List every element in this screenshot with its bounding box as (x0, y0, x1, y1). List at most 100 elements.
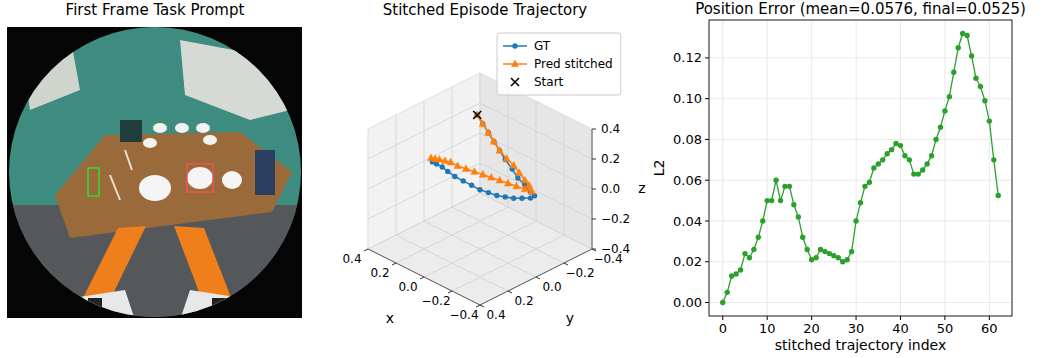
axis-line (368, 249, 480, 305)
trajectory-point (488, 174, 495, 181)
tick (811, 316, 812, 320)
wall-pane (368, 73, 480, 249)
error-point (982, 98, 987, 103)
plate (139, 175, 171, 201)
plot-area (709, 20, 1012, 316)
gripper-finger (174, 226, 232, 300)
trajectory-point (496, 147, 503, 154)
trajectory-point (452, 174, 457, 179)
tick-label: 0.2 (601, 152, 620, 166)
grid-line (709, 261, 1012, 262)
grid-line (452, 207, 564, 263)
error-point (871, 165, 876, 170)
error-point (907, 157, 912, 162)
axes: 0.40.20.0−0.2−0.40.40.20.0−0.2−0.40.40.2… (342, 122, 645, 326)
trajectory-point (503, 194, 508, 199)
error-point (880, 157, 885, 162)
grid-line (856, 20, 857, 316)
trajectory-point (471, 168, 478, 175)
axis-title: stitched trajectory index (775, 337, 947, 353)
gripper-base (50, 290, 135, 320)
trajectory-point (469, 183, 474, 188)
trajectory-point (445, 169, 450, 174)
chair (120, 120, 142, 142)
grid-line (424, 221, 536, 277)
trajectory-point (519, 196, 524, 201)
error-point (778, 198, 783, 203)
target-box (88, 168, 99, 196)
tick (480, 305, 484, 307)
grid (368, 73, 592, 305)
tick-label: 0.06 (673, 173, 702, 188)
tick (705, 98, 709, 99)
tick-label: 0.04 (673, 214, 702, 229)
tick (476, 305, 480, 307)
panel-title: Position Error (mean=0.0576, final=0.052… (695, 0, 1026, 18)
error-point (733, 271, 738, 276)
trajectory-point (479, 171, 486, 178)
error-point (920, 167, 925, 172)
cup (143, 138, 157, 148)
tick (420, 277, 424, 279)
grid-line (480, 163, 592, 219)
fiducial (88, 298, 102, 312)
error-point (876, 161, 881, 166)
plate (222, 171, 242, 189)
tick (705, 139, 709, 140)
axis-line (592, 129, 593, 249)
trajectory-point (485, 129, 492, 136)
grid-line (989, 20, 990, 316)
error-point (791, 202, 796, 207)
tick (448, 291, 452, 293)
error-point (858, 200, 863, 205)
error-point (929, 153, 934, 158)
error-point (800, 235, 805, 240)
tick (944, 316, 945, 320)
tick (592, 249, 596, 251)
cup (196, 123, 210, 133)
trajectory-point (462, 165, 469, 172)
tick (705, 261, 709, 262)
trajectory-point (504, 179, 511, 186)
tick-label: −0.2 (601, 212, 630, 226)
grid-line (424, 221, 536, 277)
tick-label: 40 (892, 321, 909, 336)
error-point (804, 247, 809, 252)
gripper-base (180, 290, 265, 320)
tick-label: 0.2 (514, 294, 533, 308)
image-panel: First Frame Task Prompt (7, 1, 302, 320)
axes: 01020304050600.000.020.040.060.080.100.1… (651, 20, 1012, 353)
start-marker (473, 111, 481, 119)
tick-label: −0.2 (421, 294, 450, 308)
error-point (760, 218, 765, 223)
error-point (916, 171, 921, 176)
tick (364, 249, 368, 251)
figure: First Frame Task PromptStitched Episode … (0, 0, 1047, 358)
axis-title: x (386, 310, 394, 326)
trajectory-point (510, 161, 517, 168)
trajectory-point (528, 195, 533, 200)
error-point (978, 84, 983, 89)
error-point (924, 161, 929, 166)
tick (722, 316, 723, 320)
tick-label: 0.4 (342, 252, 361, 266)
error-point (996, 193, 1001, 198)
error-point (951, 69, 956, 74)
error-point (973, 76, 978, 81)
error-point (720, 300, 725, 305)
error-point (738, 267, 743, 272)
legend-label: Start (534, 75, 564, 89)
trajectory-point (525, 181, 532, 188)
grid-line (709, 221, 1012, 222)
tick (592, 249, 596, 250)
trajectory-point (477, 187, 482, 192)
scene (7, 27, 302, 320)
tick-label: 0.2 (370, 266, 389, 280)
window (20, 35, 80, 110)
grid-line (480, 133, 592, 189)
error-point (969, 53, 974, 58)
error-point (747, 255, 752, 260)
trajectory-point (521, 185, 528, 192)
tick (592, 219, 596, 220)
tick (856, 316, 857, 320)
